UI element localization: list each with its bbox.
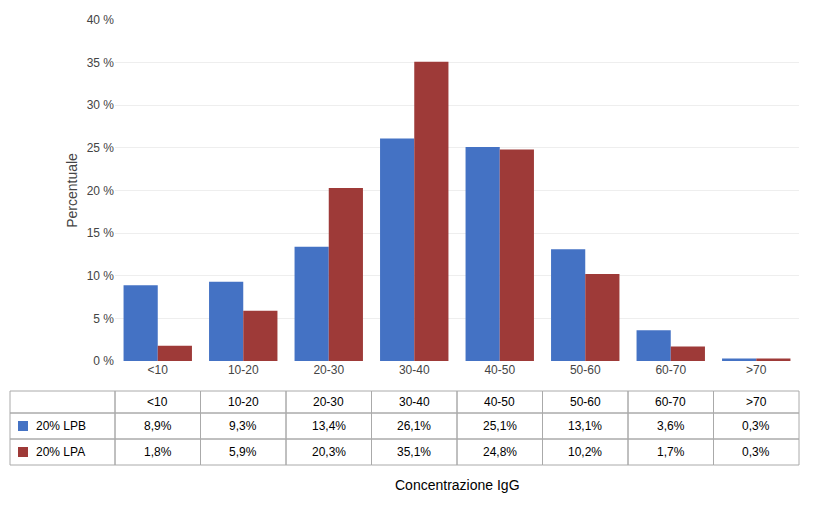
svg-text:5,9%: 5,9% [229,445,257,459]
svg-text:13,4%: 13,4% [312,419,346,433]
svg-text:0,3%: 0,3% [742,445,770,459]
svg-text:24,8%: 24,8% [483,445,517,459]
svg-text:26,1%: 26,1% [397,419,431,433]
svg-text:10,2%: 10,2% [568,445,602,459]
svg-text:8,9%: 8,9% [144,419,172,433]
svg-text:50-60: 50-60 [570,395,601,409]
svg-text:30-40: 30-40 [399,395,430,409]
svg-text:10-20: 10-20 [228,395,259,409]
svg-text:20% LPB: 20% LPB [36,419,86,433]
svg-text:60-70: 60-70 [655,395,686,409]
svg-text:30-40: 30-40 [399,363,430,377]
svg-text:>70: >70 [746,363,767,377]
svg-text:35 %: 35 % [87,56,115,70]
svg-text:20% LPA: 20% LPA [36,445,85,459]
svg-text:>70: >70 [746,395,767,409]
svg-text:15 %: 15 % [87,226,115,240]
svg-text:5 %: 5 % [93,312,114,326]
svg-text:0,3%: 0,3% [742,419,770,433]
svg-text:25 %: 25 % [87,141,115,155]
svg-text:50-60: 50-60 [570,363,601,377]
svg-text:1,7%: 1,7% [657,445,685,459]
svg-text:1,8%: 1,8% [144,445,172,459]
svg-text:20,3%: 20,3% [312,445,346,459]
svg-text:40 %: 40 % [87,13,115,27]
svg-text:Concentrazione IgG: Concentrazione IgG [395,477,520,493]
svg-text:60-70: 60-70 [655,363,686,377]
svg-text:13,1%: 13,1% [568,419,602,433]
svg-text:10-20: 10-20 [228,363,259,377]
svg-text:<10: <10 [147,395,168,409]
svg-text:20-30: 20-30 [313,363,344,377]
svg-text:20-30: 20-30 [313,395,344,409]
svg-text:40-50: 40-50 [484,363,515,377]
svg-text:3,6%: 3,6% [657,419,685,433]
svg-text:9,3%: 9,3% [229,419,257,433]
svg-text:20 %: 20 % [87,184,115,198]
svg-text:25,1%: 25,1% [483,419,517,433]
svg-text:30 %: 30 % [87,98,115,112]
svg-text:35,1%: 35,1% [397,445,431,459]
svg-text:Percentuale: Percentuale [64,153,80,228]
svg-text:10 %: 10 % [87,269,115,283]
svg-text:<10: <10 [148,363,169,377]
svg-text:40-50: 40-50 [484,395,515,409]
svg-text:0 %: 0 % [93,354,114,368]
